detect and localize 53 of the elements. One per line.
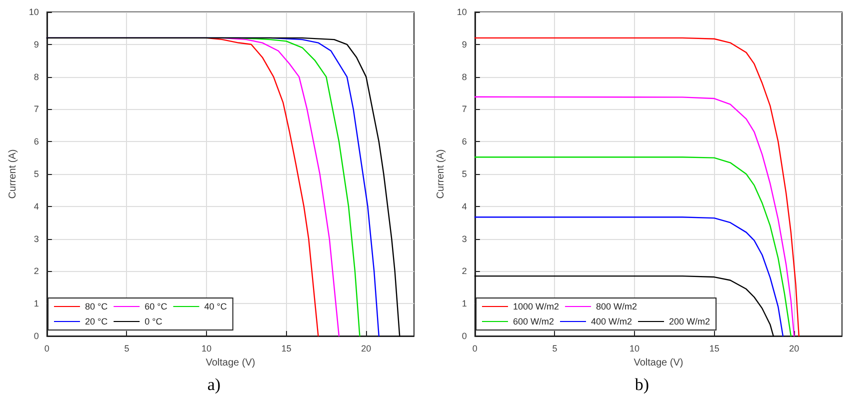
legend-label: 60 °C xyxy=(144,302,168,312)
x-axis-title: Voltage (V) xyxy=(634,357,684,368)
y-tick-label: 0 xyxy=(34,331,39,341)
x-tick-label: 5 xyxy=(552,344,558,354)
line-series xyxy=(474,216,784,337)
x-axis-title: Voltage (V) xyxy=(206,357,256,368)
y-tick-label: 8 xyxy=(462,72,467,82)
y-tick-label: 8 xyxy=(34,72,39,82)
y-tick-label: 9 xyxy=(462,39,467,50)
x-tick-label: 10 xyxy=(630,344,640,354)
y-tick-label: 10 xyxy=(28,7,39,17)
y-tick-label: 5 xyxy=(462,169,467,179)
y-tick-label: 1 xyxy=(34,298,39,309)
legend-label: 40 °C xyxy=(204,302,228,312)
legend-label: 1000 W/m2 xyxy=(513,302,560,312)
line-series xyxy=(474,156,792,337)
legend-label: 20 °C xyxy=(85,316,108,326)
y-tick-label: 0 xyxy=(462,331,467,341)
y-tick-label: 2 xyxy=(462,266,467,276)
y-tick-label: 5 xyxy=(34,169,39,179)
y-tick-label: 3 xyxy=(34,234,39,244)
text: a) xyxy=(207,375,221,394)
y-axis-title: Current (A) xyxy=(436,149,446,199)
x-tick-label: 15 xyxy=(709,344,720,354)
x-tick-label: 20 xyxy=(789,344,800,354)
x-tick-label: 5 xyxy=(124,344,130,354)
text: b) xyxy=(634,375,650,394)
y-tick-label: 3 xyxy=(462,234,467,244)
line-series xyxy=(474,96,795,337)
y-tick-label: 4 xyxy=(462,201,467,212)
legend-label: 600 W/m2 xyxy=(513,316,554,326)
y-tick-label: 6 xyxy=(34,136,39,147)
line-series xyxy=(474,275,774,337)
legend-label: 0 °C xyxy=(144,316,163,326)
y-axis-title: Current (A) xyxy=(8,149,18,199)
x-tick-label: 0 xyxy=(44,344,50,354)
x-tick-label: 0 xyxy=(472,344,478,354)
x-tick-label: 20 xyxy=(361,344,372,354)
line-series xyxy=(474,37,800,337)
y-tick-label: 1 xyxy=(462,298,467,309)
y-tick-label: 2 xyxy=(34,266,39,276)
y-tick-label: 4 xyxy=(34,201,39,212)
y-tick-label: 10 xyxy=(456,7,467,17)
x-tick-label: 10 xyxy=(202,344,212,354)
legend-label: 400 W/m2 xyxy=(591,316,632,326)
y-tick-label: 7 xyxy=(462,104,467,114)
legend-label: 800 W/m2 xyxy=(596,302,638,312)
legend-label: 200 W/m2 xyxy=(669,316,710,326)
y-tick-label: 9 xyxy=(34,39,39,50)
x-tick-label: 15 xyxy=(281,344,292,354)
y-tick-label: 6 xyxy=(462,136,467,147)
legend-label: 80 °C xyxy=(85,302,108,312)
y-tick-label: 7 xyxy=(34,104,39,114)
